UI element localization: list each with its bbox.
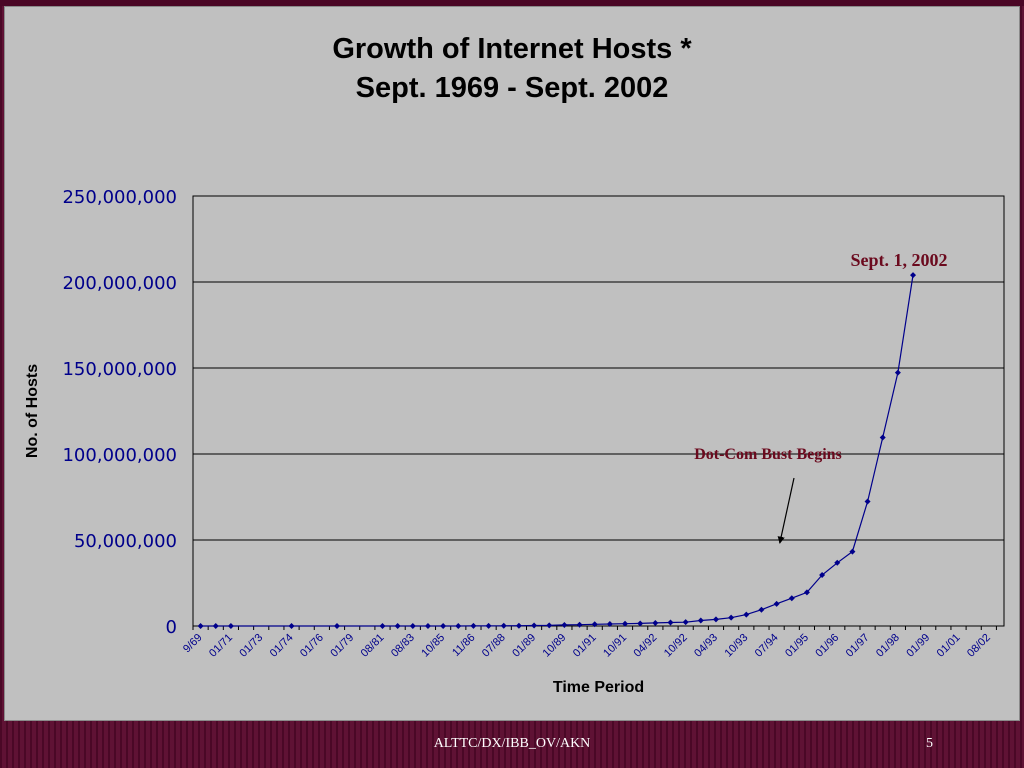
y-tick-label: 250,000,000: [62, 187, 177, 208]
data-point-marker: [546, 622, 553, 629]
data-point-marker: [728, 614, 735, 621]
data-point-marker: [879, 434, 886, 441]
data-point-marker: [622, 620, 629, 627]
data-point-marker: [531, 622, 538, 629]
x-tick-label: 04/92: [632, 632, 660, 660]
slide-footer: ALTTC/DX/IBB_OV/AKN: [433, 736, 591, 751]
data-point-marker: [227, 622, 234, 629]
x-tick-label: 10/93: [722, 632, 750, 660]
x-tick-label: 10/92: [662, 632, 690, 660]
x-tick-label: 01/01: [935, 632, 963, 660]
data-point-marker: [864, 498, 871, 505]
chart-title-line2: Sept. 1969 - Sept. 2002: [355, 72, 669, 104]
y-tick-label: 50,000,000: [74, 531, 177, 552]
data-point-marker: [894, 369, 901, 376]
data-point-marker: [470, 622, 477, 629]
plot-area-border: [192, 195, 1005, 627]
x-tick-label: 10/91: [601, 632, 629, 660]
data-point-marker: [485, 622, 492, 629]
annotation-dotcom-bust: Dot-Com Bust Begins: [694, 446, 842, 463]
annotation-arrow: [777, 477, 795, 544]
data-point-marker: [288, 622, 295, 629]
x-tick-label: 08/02: [965, 632, 993, 660]
x-tick-label: 04/93: [692, 632, 720, 660]
x-tick-label: 01/91: [571, 632, 599, 660]
x-tick-label: 01/73: [237, 632, 265, 660]
data-point-marker: [197, 623, 204, 629]
x-tick-label: 01/96: [813, 632, 841, 660]
data-point-marker: [910, 272, 917, 279]
data-point-marker: [606, 621, 613, 628]
data-point-marker: [849, 548, 856, 555]
data-point-marker: [334, 622, 341, 629]
y-tick-label: 0: [166, 617, 177, 638]
chart-panel: [4, 6, 1020, 721]
data-point-marker: [455, 622, 462, 629]
data-point-marker: [637, 620, 644, 627]
annotation-sept-2002: Sept. 1, 2002: [850, 250, 947, 270]
y-tick-label: 200,000,000: [62, 273, 177, 294]
y-tick-label: 100,000,000: [62, 445, 177, 466]
x-tick-label: 08/81: [359, 632, 387, 660]
data-point-marker: [500, 622, 507, 629]
data-point-marker: [561, 621, 568, 628]
x-axis-title: Time Period: [553, 679, 644, 696]
data-point-marker: [212, 622, 219, 629]
data-point-marker: [652, 619, 659, 626]
y-axis-title: No. of Hosts: [24, 364, 41, 458]
data-point-marker: [667, 619, 674, 626]
x-tick-label: 9/69: [181, 632, 205, 656]
x-tick-label: 01/99: [904, 632, 932, 660]
data-point-marker: [758, 606, 765, 613]
data-point-marker: [712, 616, 719, 623]
data-point-marker: [424, 622, 431, 629]
chart-title: Growth of Internet Hosts * Sept. 1969 - …: [0, 30, 1024, 108]
slide-page-number: 5: [926, 736, 933, 751]
slide-top-band: [0, 0, 1024, 6]
x-tick-label: 07/94: [753, 632, 781, 660]
y-tick-label: 150,000,000: [62, 359, 177, 380]
data-point-marker: [803, 589, 810, 596]
data-point-marker: [576, 621, 583, 628]
x-tick-label: 10/89: [541, 632, 569, 660]
data-point-marker: [788, 595, 795, 602]
x-tick-label: 01/74: [268, 632, 296, 660]
data-point-marker: [591, 621, 598, 628]
x-tick-label: 01/71: [207, 632, 235, 660]
x-tick-label: 01/89: [510, 632, 538, 660]
x-tick-label: 01/76: [298, 632, 326, 660]
x-tick-label: 07/88: [480, 632, 508, 660]
x-tick-label: 01/97: [844, 632, 872, 660]
data-point-marker: [379, 622, 386, 629]
data-point-marker: [773, 600, 780, 607]
data-point-marker: [440, 622, 447, 629]
data-point-marker: [819, 571, 826, 578]
data-point-marker: [409, 622, 416, 629]
data-point-marker: [697, 617, 704, 624]
data-point-marker: [394, 622, 401, 629]
chart-title-line1: Growth of Internet Hosts *: [332, 33, 692, 65]
x-tick-label: 11/86: [450, 632, 477, 659]
x-tick-label: 01/98: [874, 632, 902, 660]
x-tick-label: 08/83: [389, 632, 417, 660]
data-point-marker: [515, 622, 522, 629]
data-point-marker: [743, 611, 750, 618]
data-point-marker: [682, 619, 689, 626]
x-tick-label: 10/85: [419, 632, 447, 660]
data-point-marker: [834, 559, 841, 566]
x-tick-label: 01/79: [328, 632, 356, 660]
x-tick-label: 01/95: [783, 632, 811, 660]
